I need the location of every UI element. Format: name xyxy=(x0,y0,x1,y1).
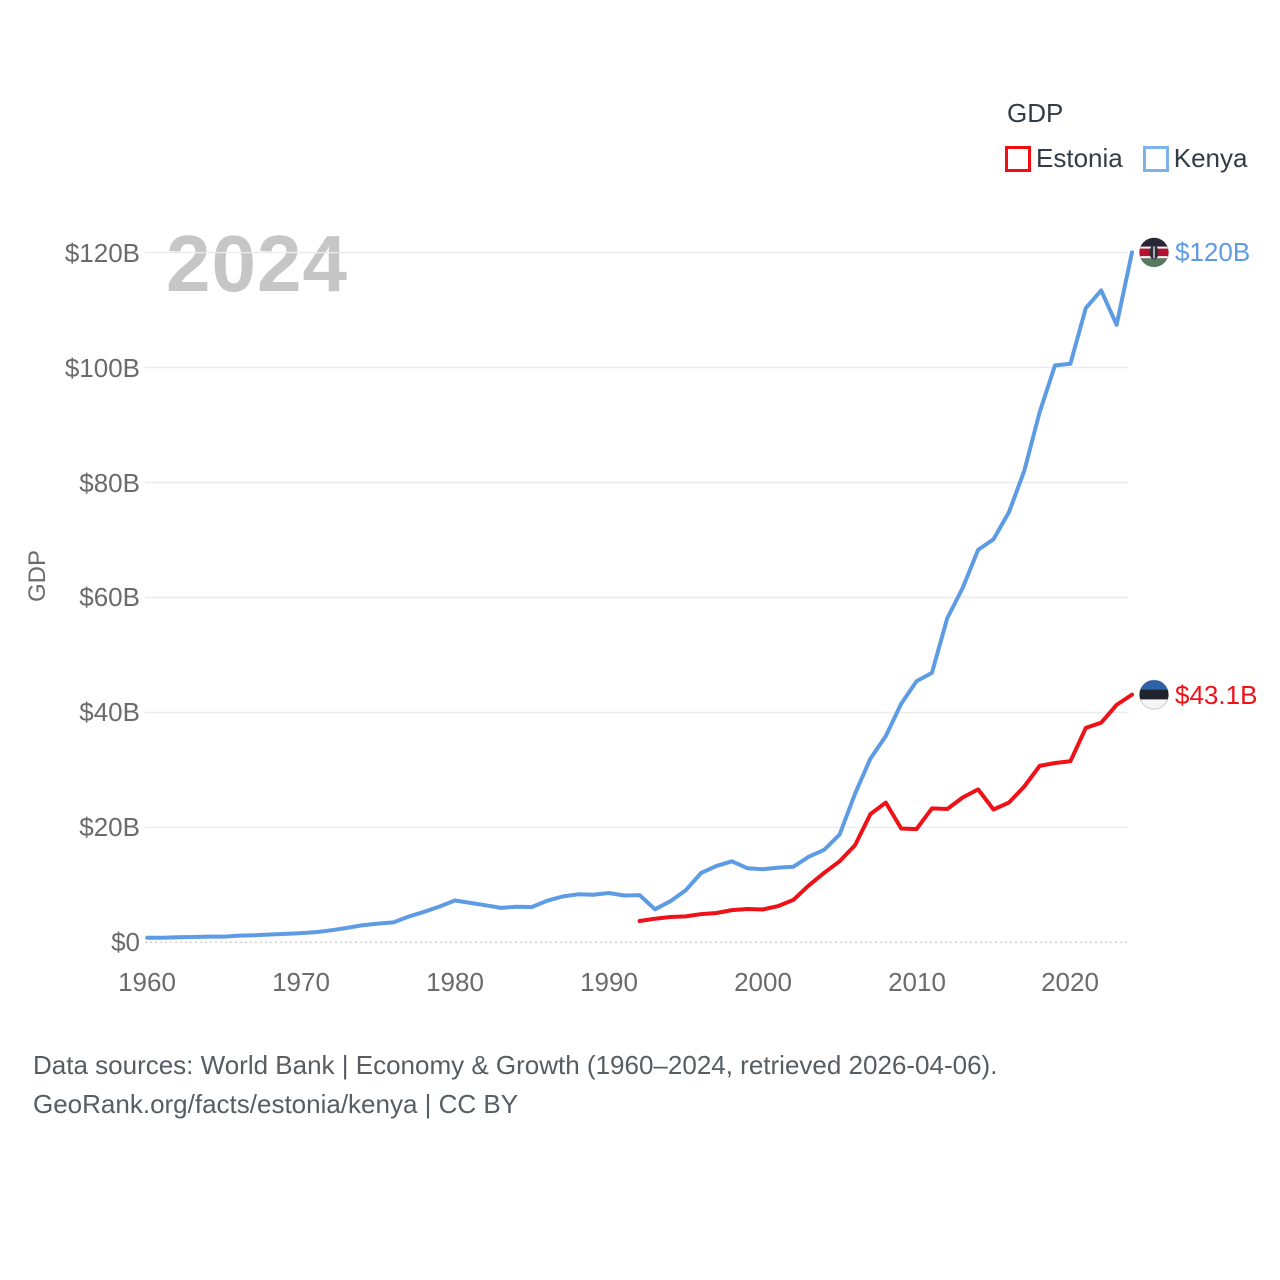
footer-sources-line: Data sources: World Bank | Economy & Gro… xyxy=(33,1050,998,1080)
legend-items: Estonia Kenya xyxy=(1005,143,1247,174)
x-tick-label: 1980 xyxy=(426,967,484,997)
y-tick-label: $40B xyxy=(79,697,140,727)
x-tick-label: 1970 xyxy=(272,967,330,997)
kenya-swatch-icon xyxy=(1142,145,1169,172)
y-tick-label: $120B xyxy=(64,238,140,268)
x-tick-label: 1960 xyxy=(118,967,176,997)
legend-label-estonia: Estonia xyxy=(1036,143,1123,173)
legend-label-kenya: Kenya xyxy=(1173,143,1248,173)
y-tick-label: $60B xyxy=(79,582,140,612)
end-label-kenya: $120B xyxy=(1175,237,1251,267)
estonia-swatch-icon xyxy=(1005,145,1031,172)
legend-title: GDP xyxy=(1007,98,1064,128)
x-tick-label: 2020 xyxy=(1041,967,1099,997)
footer-attribution-line: GeoRank.org/facts/estonia/kenya | CC BY xyxy=(33,1089,519,1119)
flag-marker-kenya-icon xyxy=(1139,237,1169,268)
x-tick-label: 1990 xyxy=(580,967,638,997)
y-tick-label: $80B xyxy=(79,468,140,498)
series-line-kenya xyxy=(145,250,1134,940)
y-tick-label: $0 xyxy=(111,927,140,957)
x-tick-label: 2010 xyxy=(888,967,946,997)
legend-item-kenya[interactable]: Kenya xyxy=(1142,143,1248,174)
x-tick-label: 2000 xyxy=(734,967,792,997)
y-tick-label: $20B xyxy=(79,812,140,842)
legend-item-estonia[interactable]: Estonia xyxy=(1005,143,1123,174)
series-line-estonia xyxy=(637,692,1134,923)
y-tick-label: $100B xyxy=(64,353,140,383)
end-label-estonia: $43.1B xyxy=(1175,680,1258,710)
flag-marker-estonia-icon xyxy=(1139,679,1169,710)
legend: GDP Estonia Kenya xyxy=(1005,98,1247,174)
year-watermark: 2024 xyxy=(166,219,348,308)
footer: Data sources: World Bank | Economy & Gro… xyxy=(33,1046,997,1124)
